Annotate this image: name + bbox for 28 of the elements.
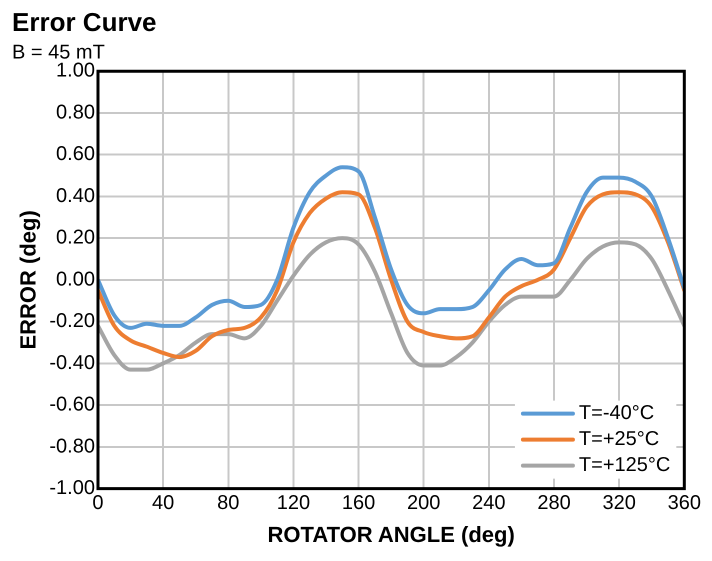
y-tick-label: -0.80 [49,435,95,458]
x-tick-label: 40 [152,492,174,514]
y-tick-label: -0.20 [49,310,95,332]
chart-title: Error Curve [12,6,156,37]
x-axis-title: ROTATOR ANGLE (deg) [268,522,515,547]
x-tick-label: 0 [92,492,104,514]
y-tick-label: -0.60 [49,394,95,416]
x-tick-label: 280 [537,492,571,514]
y-tick-label: 0.80 [56,101,95,124]
x-tick-label: 160 [342,492,376,514]
line-series [98,236,684,372]
legend-label: T=-40°C [578,402,654,424]
y-axis-title: ERROR (deg) [15,210,40,350]
x-tick-label: 120 [276,492,310,514]
x-tick-label: 200 [407,492,440,514]
y-tick-label: 0.20 [56,226,95,249]
line-series [98,190,684,360]
y-tick-label: 0.00 [56,268,95,290]
x-tick-label: 240 [472,492,506,514]
legend-label: T=+25°C [578,428,660,450]
y-tick-label: -0.40 [49,352,95,374]
y-tick-label: 0.60 [56,143,95,166]
x-tick-label: 80 [217,492,240,514]
x-tick-label: 320 [602,492,636,514]
legend-label: T=+125°C [578,454,670,476]
y-tick-label: 0.40 [56,184,95,207]
x-tick-label: 360 [668,492,702,514]
line-series [98,165,684,330]
